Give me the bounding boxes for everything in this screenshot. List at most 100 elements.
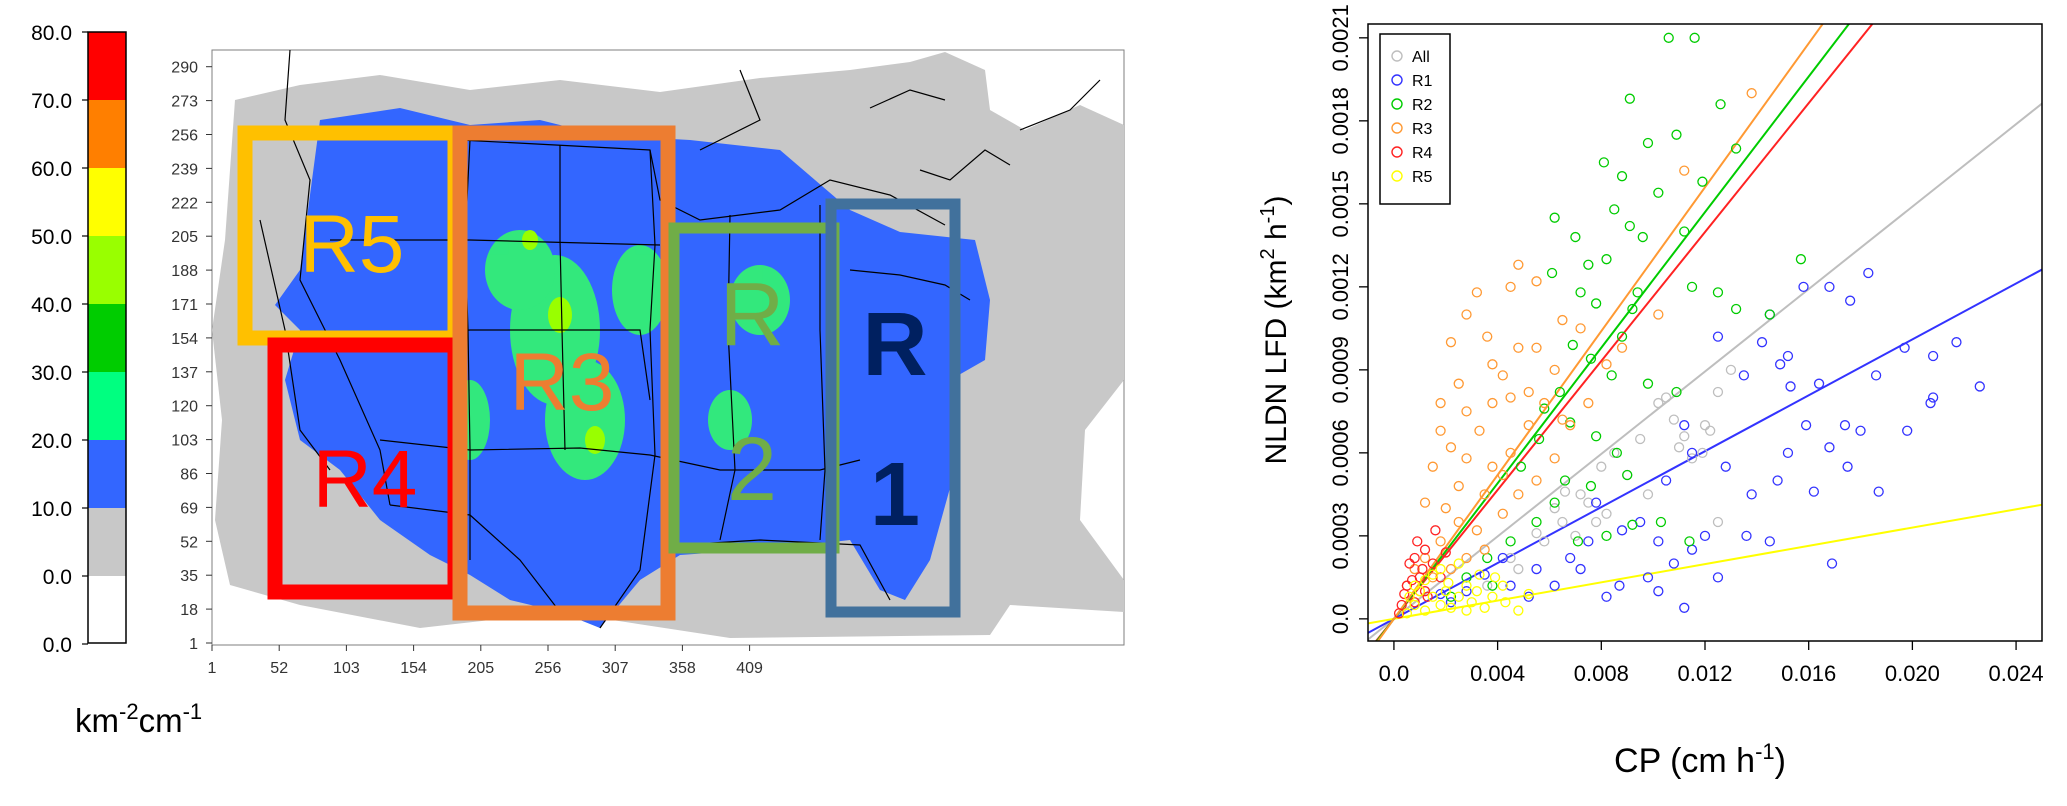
point-r2 [1671, 129, 1682, 140]
point-r5 [1474, 569, 1485, 580]
point-r2 [1715, 99, 1726, 110]
point-r1 [1653, 586, 1664, 597]
point-r4 [1440, 547, 1451, 558]
point-r1 [1741, 530, 1752, 542]
point-all [1686, 453, 1698, 464]
point-all [1668, 414, 1680, 425]
region-label-line: R [720, 265, 785, 365]
map-y-tick-label: 1 [189, 636, 198, 653]
point-all [1559, 486, 1571, 497]
point-r2 [1533, 433, 1545, 445]
region-r3-label: R3 [510, 337, 615, 428]
point-r3 [1497, 508, 1508, 519]
map-panel: 1 52 103 154 205 256 307 358 409 118355269861031… [171, 49, 1125, 677]
point-r1 [1679, 420, 1690, 431]
point-all [1697, 447, 1708, 459]
point-r2 [1730, 143, 1742, 154]
point-r2 [1601, 530, 1612, 542]
point-r1 [1445, 597, 1457, 608]
point-r5 [1419, 574, 1431, 586]
point-r1 [1614, 580, 1625, 591]
point-r1 [1738, 370, 1750, 381]
scatter-legend: All R1 R2 R3 R4 R5 [1379, 33, 1451, 205]
point-r2 [1616, 171, 1628, 182]
scatter-y-label: NLDN LFD (km2 h-1) [1257, 196, 1293, 465]
point-r2 [1686, 281, 1698, 292]
point-r5 [1461, 580, 1472, 591]
x-tick-label: 0.004 [1470, 661, 1525, 686]
x-tick-label: 0.008 [1574, 661, 1629, 686]
point-r2 [1583, 259, 1594, 270]
point-r2 [1461, 572, 1472, 583]
point-r1 [1601, 591, 1612, 602]
region-r1-box [825, 198, 961, 618]
point-r5 [1401, 608, 1413, 619]
point-r3 [1653, 309, 1664, 320]
point-r4 [1422, 591, 1433, 602]
point-all [1505, 552, 1516, 564]
point-r2 [1487, 580, 1498, 591]
point-r1 [1461, 586, 1472, 597]
point-r1 [1764, 536, 1775, 547]
point-r5 [1404, 591, 1415, 602]
point-r1 [1531, 563, 1542, 575]
point-all [1725, 364, 1737, 376]
point-r5 [1414, 586, 1425, 597]
point-r1 [1808, 486, 1820, 497]
colorbar-band [88, 440, 126, 508]
point-r1 [1870, 370, 1882, 381]
map-y-tick-label: 171 [171, 297, 198, 314]
point-r2 [1616, 331, 1628, 342]
point-r1 [1863, 267, 1874, 279]
point-r2 [1554, 386, 1565, 398]
point-r2 [1546, 267, 1558, 279]
point-r1 [1523, 591, 1534, 602]
point-r2 [1684, 536, 1695, 547]
point-r1 [1839, 420, 1851, 431]
point-r1 [1668, 558, 1680, 569]
colorbar-tick-label: 30.0 [31, 362, 72, 385]
point-r1 [1565, 552, 1576, 564]
fit-line-r2 [1375, 24, 1851, 641]
point-r2 [1606, 370, 1617, 381]
point-r5 [1497, 580, 1508, 591]
point-r2 [1671, 386, 1682, 398]
point-r3 [1513, 259, 1524, 270]
map-x-tick-label: 256 [535, 660, 562, 677]
y-tick-label: 0.0003 [1328, 502, 1353, 569]
point-r1 [1798, 281, 1809, 292]
point-r3 [1474, 425, 1485, 436]
point-r3 [1453, 516, 1464, 528]
point-r2 [1624, 93, 1635, 104]
point-r1 [1824, 442, 1835, 453]
y-tick-label: 0.0006 [1328, 419, 1353, 486]
point-r3 [1513, 489, 1524, 500]
legend-marker [1391, 98, 1403, 110]
x-tick-label: 0.0 [1379, 661, 1410, 686]
point-r2 [1585, 480, 1597, 492]
map-x-tick-label: 103 [333, 660, 360, 677]
point-r2 [1539, 403, 1550, 414]
point-r1 [1902, 425, 1913, 436]
point-all [1513, 563, 1524, 575]
point-r3 [1497, 370, 1508, 381]
point-r4 [1393, 608, 1405, 619]
point-r3 [1461, 552, 1472, 564]
point-r1 [1782, 350, 1794, 362]
colorbar-tick-label: 0.0 [43, 566, 72, 589]
point-r3 [1583, 397, 1594, 409]
point-r1 [1951, 337, 1962, 348]
map-y-tick-label: 35 [180, 568, 198, 585]
point-r1 [1653, 536, 1664, 547]
point-r3 [1497, 469, 1508, 481]
colorbar-band [88, 372, 126, 440]
point-r1 [1583, 536, 1594, 547]
map-y-tick-label: 154 [171, 331, 198, 348]
point-r1 [1782, 447, 1794, 459]
map-x-tick-label: 52 [270, 660, 288, 677]
map-y-tick-label: 52 [180, 534, 198, 551]
map-x-tick-label: 358 [669, 660, 696, 677]
point-all [1712, 516, 1724, 528]
point-r2 [1585, 353, 1597, 364]
